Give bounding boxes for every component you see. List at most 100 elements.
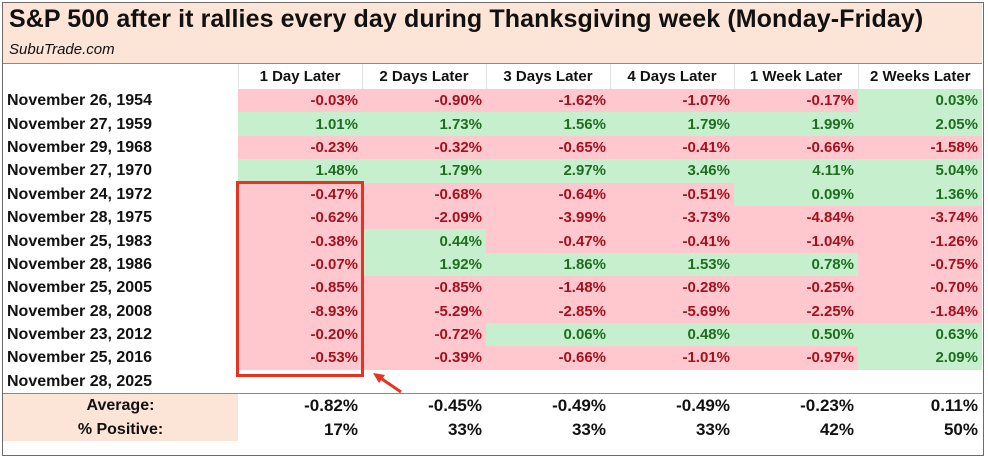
return-cell: -0.25% bbox=[734, 276, 858, 300]
return-cell: -0.66% bbox=[734, 135, 858, 160]
return-cell: 0.63% bbox=[858, 322, 982, 347]
row-date: November 25, 2016 bbox=[3, 346, 238, 370]
row-date: November 27, 1970 bbox=[3, 159, 238, 183]
return-cell: -5.69% bbox=[610, 299, 734, 323]
return-cell: -0.85% bbox=[362, 276, 486, 300]
return-cell: -1.48% bbox=[486, 276, 610, 300]
column-header: 2 Weeks Later bbox=[857, 64, 982, 89]
return-cell bbox=[238, 369, 362, 394]
summary-label: % Positive: bbox=[3, 417, 238, 441]
summary-value: -0.82% bbox=[238, 393, 362, 418]
table-row: November 27, 1959 1.01% 1.73% 1.56% 1.79% 1.9… bbox=[3, 112, 982, 136]
return-cell: -1.26% bbox=[858, 229, 982, 253]
return-cell: 3.46% bbox=[610, 159, 734, 183]
return-cell: -3.99% bbox=[486, 205, 610, 230]
table-row: November 25, 2005 -0.85% -0.85% -1.48% -0.28… bbox=[3, 276, 982, 300]
return-cell: -0.41% bbox=[610, 229, 734, 253]
return-cell: -1.58% bbox=[858, 135, 982, 160]
summary-value: -0.45% bbox=[362, 393, 486, 418]
return-cell: 1.73% bbox=[362, 112, 486, 136]
column-header: 4 Days Later bbox=[609, 64, 734, 89]
table-body: November 26, 1954 -0.03% -0.90% -1.62% -1.07… bbox=[3, 89, 982, 441]
summary-value: -0.23% bbox=[734, 393, 858, 418]
summary-value: 33% bbox=[362, 417, 486, 441]
return-cell: -2.25% bbox=[734, 299, 858, 323]
row-date: November 25, 2005 bbox=[3, 276, 238, 300]
return-cell bbox=[486, 369, 610, 394]
return-cell: -0.70% bbox=[858, 276, 982, 300]
table-row: November 28, 2025 bbox=[3, 369, 982, 394]
return-cell: -0.32% bbox=[362, 135, 486, 160]
return-cell: 1.36% bbox=[858, 182, 982, 206]
return-cell bbox=[858, 369, 982, 394]
row-date: November 24, 1972 bbox=[3, 182, 238, 206]
source-subtitle: SubuTrade.com bbox=[9, 41, 115, 58]
return-cell: -1.62% bbox=[486, 89, 610, 113]
return-cell: -3.73% bbox=[610, 205, 734, 230]
summary-value: 50% bbox=[858, 417, 982, 441]
return-cell: 0.50% bbox=[734, 322, 858, 347]
return-cell: 1.99% bbox=[734, 112, 858, 136]
return-cell: 2.97% bbox=[486, 159, 610, 183]
row-date: November 23, 2012 bbox=[3, 322, 238, 347]
return-cell: 1.79% bbox=[610, 112, 734, 136]
row-date: November 28, 2025 bbox=[3, 369, 238, 394]
return-cell bbox=[734, 369, 858, 394]
return-cell: -4.84% bbox=[734, 205, 858, 230]
table-row: November 25, 2016 -0.53% -0.39% -0.66% -1.01… bbox=[3, 346, 982, 370]
return-cell: -2.09% bbox=[362, 205, 486, 230]
summary-row: Average: -0.82% -0.45% -0.49% -0.49% -0.23% 0.… bbox=[3, 393, 982, 418]
table-row: November 24, 1972 -0.47% -0.68% -0.64% -0.51… bbox=[3, 182, 982, 206]
return-cell: 1.01% bbox=[238, 112, 362, 136]
table-row: November 27, 1970 1.48% 1.79% 2.97% 3.46% 4.1… bbox=[3, 159, 982, 183]
return-cell: 2.05% bbox=[858, 112, 982, 136]
title-band: S&P 500 after it rallies every day durin… bbox=[3, 3, 982, 64]
return-cell: -0.62% bbox=[238, 205, 362, 230]
table-row: November 29, 1968 -0.23% -0.32% -0.65% -0.41… bbox=[3, 135, 982, 160]
return-cell: -5.29% bbox=[362, 299, 486, 323]
return-cell: 4.11% bbox=[734, 159, 858, 183]
return-cell: -0.53% bbox=[238, 346, 362, 370]
column-header: 1 Week Later bbox=[733, 64, 858, 89]
return-cell: -0.66% bbox=[486, 346, 610, 370]
return-cell: 0.03% bbox=[858, 89, 982, 113]
table-row: November 26, 1954 -0.03% -0.90% -1.62% -1.07… bbox=[3, 89, 982, 113]
return-cell: 2.09% bbox=[858, 346, 982, 370]
return-cell: -1.01% bbox=[610, 346, 734, 370]
return-cell: 1.53% bbox=[610, 252, 734, 277]
row-date: November 29, 1968 bbox=[3, 135, 238, 160]
return-cell: 1.56% bbox=[486, 112, 610, 136]
return-cell: 0.78% bbox=[734, 252, 858, 277]
return-cell: -1.04% bbox=[734, 229, 858, 253]
table-row: November 28, 1986 -0.07% 1.92% 1.86% 1.53% 0.… bbox=[3, 252, 982, 277]
page-title: S&P 500 after it rallies every day durin… bbox=[9, 5, 924, 33]
return-cell bbox=[610, 369, 734, 394]
return-cell: -0.17% bbox=[734, 89, 858, 113]
return-cell: -0.47% bbox=[238, 182, 362, 206]
return-cell: -0.03% bbox=[238, 89, 362, 113]
return-cell: -0.90% bbox=[362, 89, 486, 113]
column-header: 3 Days Later bbox=[485, 64, 610, 89]
return-cell: -0.20% bbox=[238, 322, 362, 347]
table-row: November 25, 1983 -0.38% 0.44% -0.47% -0.41%… bbox=[3, 229, 982, 253]
summary-value: 33% bbox=[486, 417, 610, 441]
return-cell: 0.48% bbox=[610, 322, 734, 347]
return-cell: 1.86% bbox=[486, 252, 610, 277]
return-cell: -0.72% bbox=[362, 322, 486, 347]
return-cell: -0.85% bbox=[238, 276, 362, 300]
return-cell: -1.07% bbox=[610, 89, 734, 113]
return-cell: -3.74% bbox=[858, 205, 982, 230]
row-date: November 27, 1959 bbox=[3, 112, 238, 136]
return-cell: -0.41% bbox=[610, 135, 734, 160]
return-cell: -0.47% bbox=[486, 229, 610, 253]
row-date: November 28, 1986 bbox=[3, 252, 238, 277]
summary-value: 17% bbox=[238, 417, 362, 441]
return-cell: -8.93% bbox=[238, 299, 362, 323]
returns-table: 1 Day Later 2 Days Later 3 Days Later 4 … bbox=[3, 64, 982, 441]
summary-label: Average: bbox=[3, 393, 238, 418]
summary-value: 0.11% bbox=[858, 393, 982, 418]
return-cell: -0.64% bbox=[486, 182, 610, 206]
return-cell: -2.85% bbox=[486, 299, 610, 323]
return-cell: -0.51% bbox=[610, 182, 734, 206]
